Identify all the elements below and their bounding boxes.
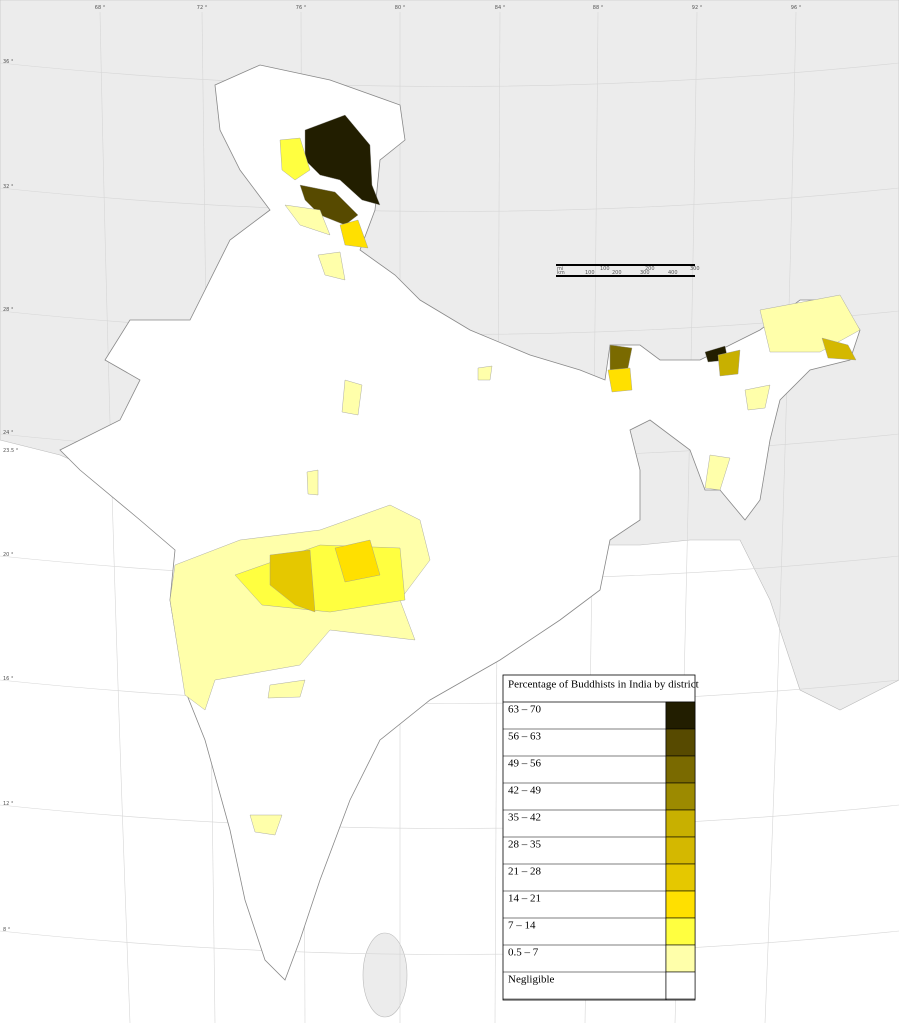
legend-label: 49 – 56 (508, 758, 542, 770)
legend-label: 56 – 63 (508, 731, 542, 743)
legend-swatch (665, 701, 696, 730)
legend-swatch (665, 809, 696, 838)
legend-swatch (665, 755, 696, 784)
latitude-label: 36 ° (3, 59, 14, 65)
legend-swatch (665, 944, 696, 973)
legend-label: 42 – 49 (508, 785, 542, 797)
scale-label: mi (557, 266, 563, 272)
legend-swatch (665, 836, 696, 865)
longitude-label: 72 ° (197, 5, 208, 11)
legend-swatch (665, 917, 696, 946)
scale-bar-miles (556, 264, 695, 266)
latitude-label: 20 ° (3, 552, 14, 558)
legend-swatch (665, 728, 696, 757)
legend-label: Negligible (508, 974, 555, 986)
scale-label: 200 (612, 270, 622, 276)
legend-label: 21 – 28 (508, 866, 542, 878)
legend-label: 63 – 70 (508, 704, 542, 716)
india (59, 64, 861, 981)
sri-lanka (362, 932, 408, 1018)
scale-label: 100 (585, 270, 595, 276)
latitude-label: 28 ° (3, 307, 14, 313)
longitude-label: 76 ° (296, 5, 307, 11)
scale-label: 300 (690, 266, 700, 272)
scale-label: 300 (640, 270, 650, 276)
legend-swatch (665, 863, 696, 892)
legend: Percentage of Buddhists in India by dist… (502, 674, 699, 1001)
latitude-label: 16 ° (3, 676, 14, 682)
legend-swatch (665, 890, 696, 919)
legend-label: 35 – 42 (508, 812, 541, 824)
scale-label: 200 (645, 266, 655, 272)
longitude-label: 68 ° (95, 5, 106, 11)
legend-swatch (665, 782, 696, 811)
legend-label: 14 – 21 (508, 893, 541, 905)
longitude-label: 84 ° (495, 5, 506, 11)
legend-label: 28 – 35 (508, 839, 542, 851)
latitude-label: 8 ° (3, 927, 11, 933)
scale-bar-km (556, 275, 695, 277)
legend-title: Percentage of Buddhists in India by dist… (508, 679, 699, 691)
district-shading (169, 114, 861, 836)
latitude-label: 24 ° (3, 430, 14, 436)
longitude-label: 92 ° (692, 5, 703, 11)
latitude-label: 23.5 ° (3, 448, 19, 454)
longitude-label: 80 ° (395, 5, 406, 11)
legend-swatch (665, 971, 696, 1000)
longitude-label: 88 ° (593, 5, 604, 11)
longitude-label: 96 ° (791, 5, 802, 11)
latitude-label: 32 ° (3, 184, 14, 190)
legend-label: 7 – 14 (508, 920, 536, 932)
scale-label: 400 (668, 270, 678, 276)
scale-label: 100 (600, 266, 610, 272)
legend-label: 0.5 – 7 (508, 947, 539, 959)
scale-label: km (557, 270, 565, 276)
latitude-label: 12 ° (3, 801, 14, 807)
